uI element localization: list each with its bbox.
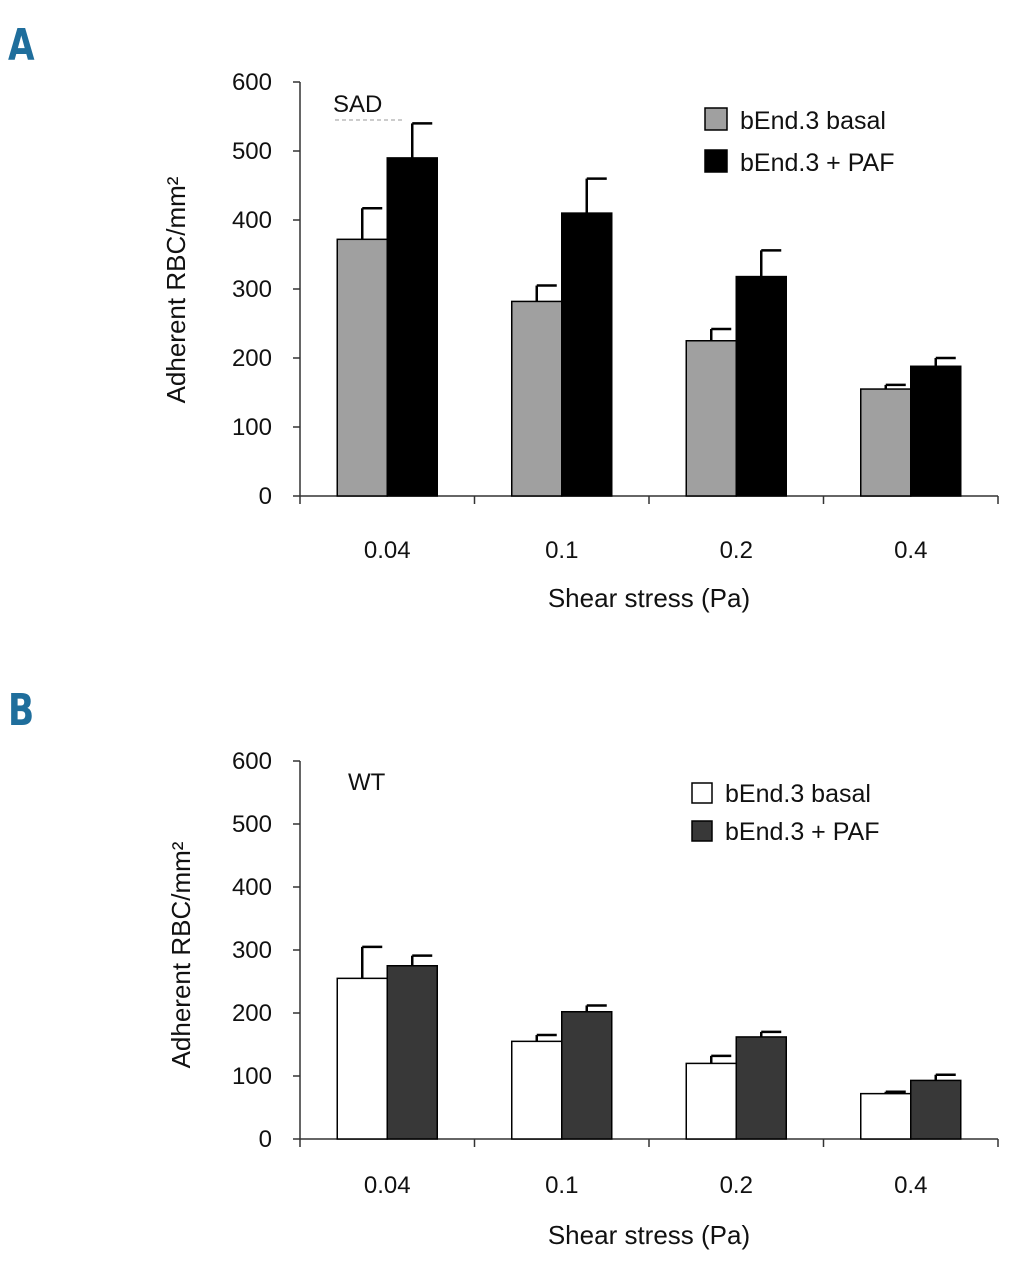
x-tick-label: 0.2 <box>720 1172 753 1199</box>
x-tick-label: 0.1 <box>545 537 578 564</box>
panel-letter-a: A <box>8 20 35 71</box>
y-tick-label: 400 <box>232 207 272 234</box>
bar-basal <box>685 340 737 497</box>
legend-label: bEnd.3 + PAF <box>725 818 880 846</box>
y-tick-label: 500 <box>232 138 272 165</box>
x-tick-label: 0.4 <box>894 537 927 564</box>
y-tick-label: 300 <box>232 937 272 964</box>
legend-swatch <box>691 782 713 804</box>
y-tick-label: 500 <box>232 811 272 838</box>
panel-a: A 0 100 200 300 400 500 600 0.04 0.1 0.2 0.4 Shear … <box>8 20 999 613</box>
bar-paf <box>910 365 962 497</box>
legend-label: bEnd.3 basal <box>740 107 886 135</box>
bar-paf <box>561 212 613 497</box>
x-axis-title: Shear stress (Pa) <box>548 1220 750 1250</box>
x-tick-label: 0.1 <box>545 1172 578 1199</box>
y-tick-label: 0 <box>259 1126 272 1153</box>
legend-swatch <box>691 820 713 842</box>
panel-letter-b: B <box>8 685 35 736</box>
y-tick-label: 300 <box>232 276 272 303</box>
bar-paf <box>735 275 787 497</box>
bar-basal <box>336 238 388 497</box>
bar-basal <box>511 300 563 497</box>
bar-basal <box>685 1062 737 1140</box>
bar-chart-b: 0 100 200 300 400 500 600 0.04 0.1 0.2 0.4 Shear st… <box>166 748 999 1250</box>
x-tick-label: 0.4 <box>894 1172 927 1199</box>
x-tick-label: 0.04 <box>364 1172 411 1199</box>
bar-basal <box>336 977 388 1140</box>
bar-chart-a: 0 100 200 300 400 500 600 0.04 0.1 0.2 0.4 Shear st… <box>161 69 999 613</box>
y-tick-label: 400 <box>232 874 272 901</box>
bar-basal <box>860 388 912 497</box>
bar-paf <box>910 1079 962 1140</box>
y-tick-label: 600 <box>232 69 272 96</box>
y-axis-title: Adherent RBC/mm² <box>161 176 191 403</box>
x-axis-title: Shear stress (Pa) <box>548 583 750 613</box>
legend-label: bEnd.3 + PAF <box>740 149 895 177</box>
bar-paf <box>735 1036 787 1140</box>
bar-basal <box>860 1092 912 1140</box>
y-axis-title: Adherent RBC/mm² <box>166 841 196 1068</box>
legend-swatch <box>704 149 728 173</box>
y-tick-label: 200 <box>232 345 272 372</box>
x-tick-label: 0.2 <box>720 537 753 564</box>
bar-paf <box>561 1010 613 1140</box>
y-tick-label: 200 <box>232 1000 272 1027</box>
x-tick-label: 0.04 <box>364 537 411 564</box>
legend-label: bEnd.3 basal <box>725 780 871 808</box>
bar-paf <box>386 965 438 1140</box>
panel-b: B 0 100 200 300 400 500 600 0.04 0.1 0.2 0.4 Shear … <box>0 640 1017 1280</box>
y-tick-label: 100 <box>232 1063 272 1090</box>
legend-swatch <box>704 107 728 131</box>
y-tick-label: 100 <box>232 414 272 441</box>
bar-paf <box>386 157 438 497</box>
y-tick-label: 600 <box>232 748 272 775</box>
y-tick-label: 0 <box>259 483 272 510</box>
group-annotation: WT <box>348 769 386 796</box>
group-annotation: SAD <box>333 91 382 118</box>
bar-basal <box>511 1040 563 1140</box>
